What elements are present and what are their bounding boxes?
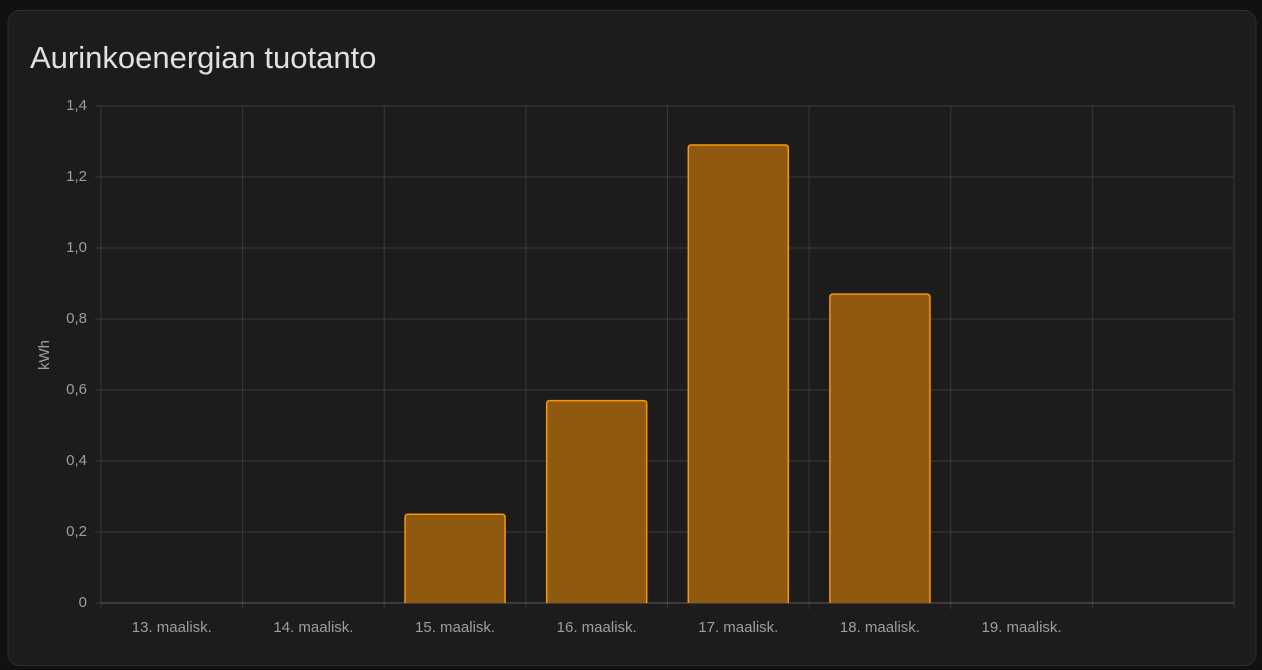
x-tick-label: 15. maalisk. — [415, 619, 495, 636]
x-tick-label: 13. maalisk. — [132, 619, 212, 636]
y-axis-label: kWh — [36, 340, 53, 370]
y-tick-label: 0,4 — [66, 452, 87, 469]
bar — [545, 399, 648, 603]
y-tick-label: 1,4 — [66, 97, 87, 114]
x-tick-label: 17. maalisk. — [698, 619, 778, 636]
y-tick-label: 0,8 — [66, 310, 87, 327]
bar — [829, 293, 931, 603]
y-tick-label: 0,2 — [66, 523, 87, 540]
chart-title: Aurinkoenergian tuotanto — [30, 40, 376, 75]
bar — [687, 144, 790, 603]
x-tick-label: 14. maalisk. — [273, 619, 353, 636]
bar — [404, 513, 506, 603]
y-tick-label: 1,2 — [66, 168, 87, 185]
card — [7, 10, 1257, 666]
y-tick-label: 1,0 — [66, 239, 87, 256]
x-tick-label: 18. maalisk. — [840, 619, 920, 636]
y-tick-label: 0 — [79, 594, 87, 611]
y-tick-label: 0,6 — [66, 381, 87, 398]
x-tick-label: 19. maalisk. — [982, 619, 1062, 636]
x-tick-label: 16. maalisk. — [557, 619, 637, 636]
